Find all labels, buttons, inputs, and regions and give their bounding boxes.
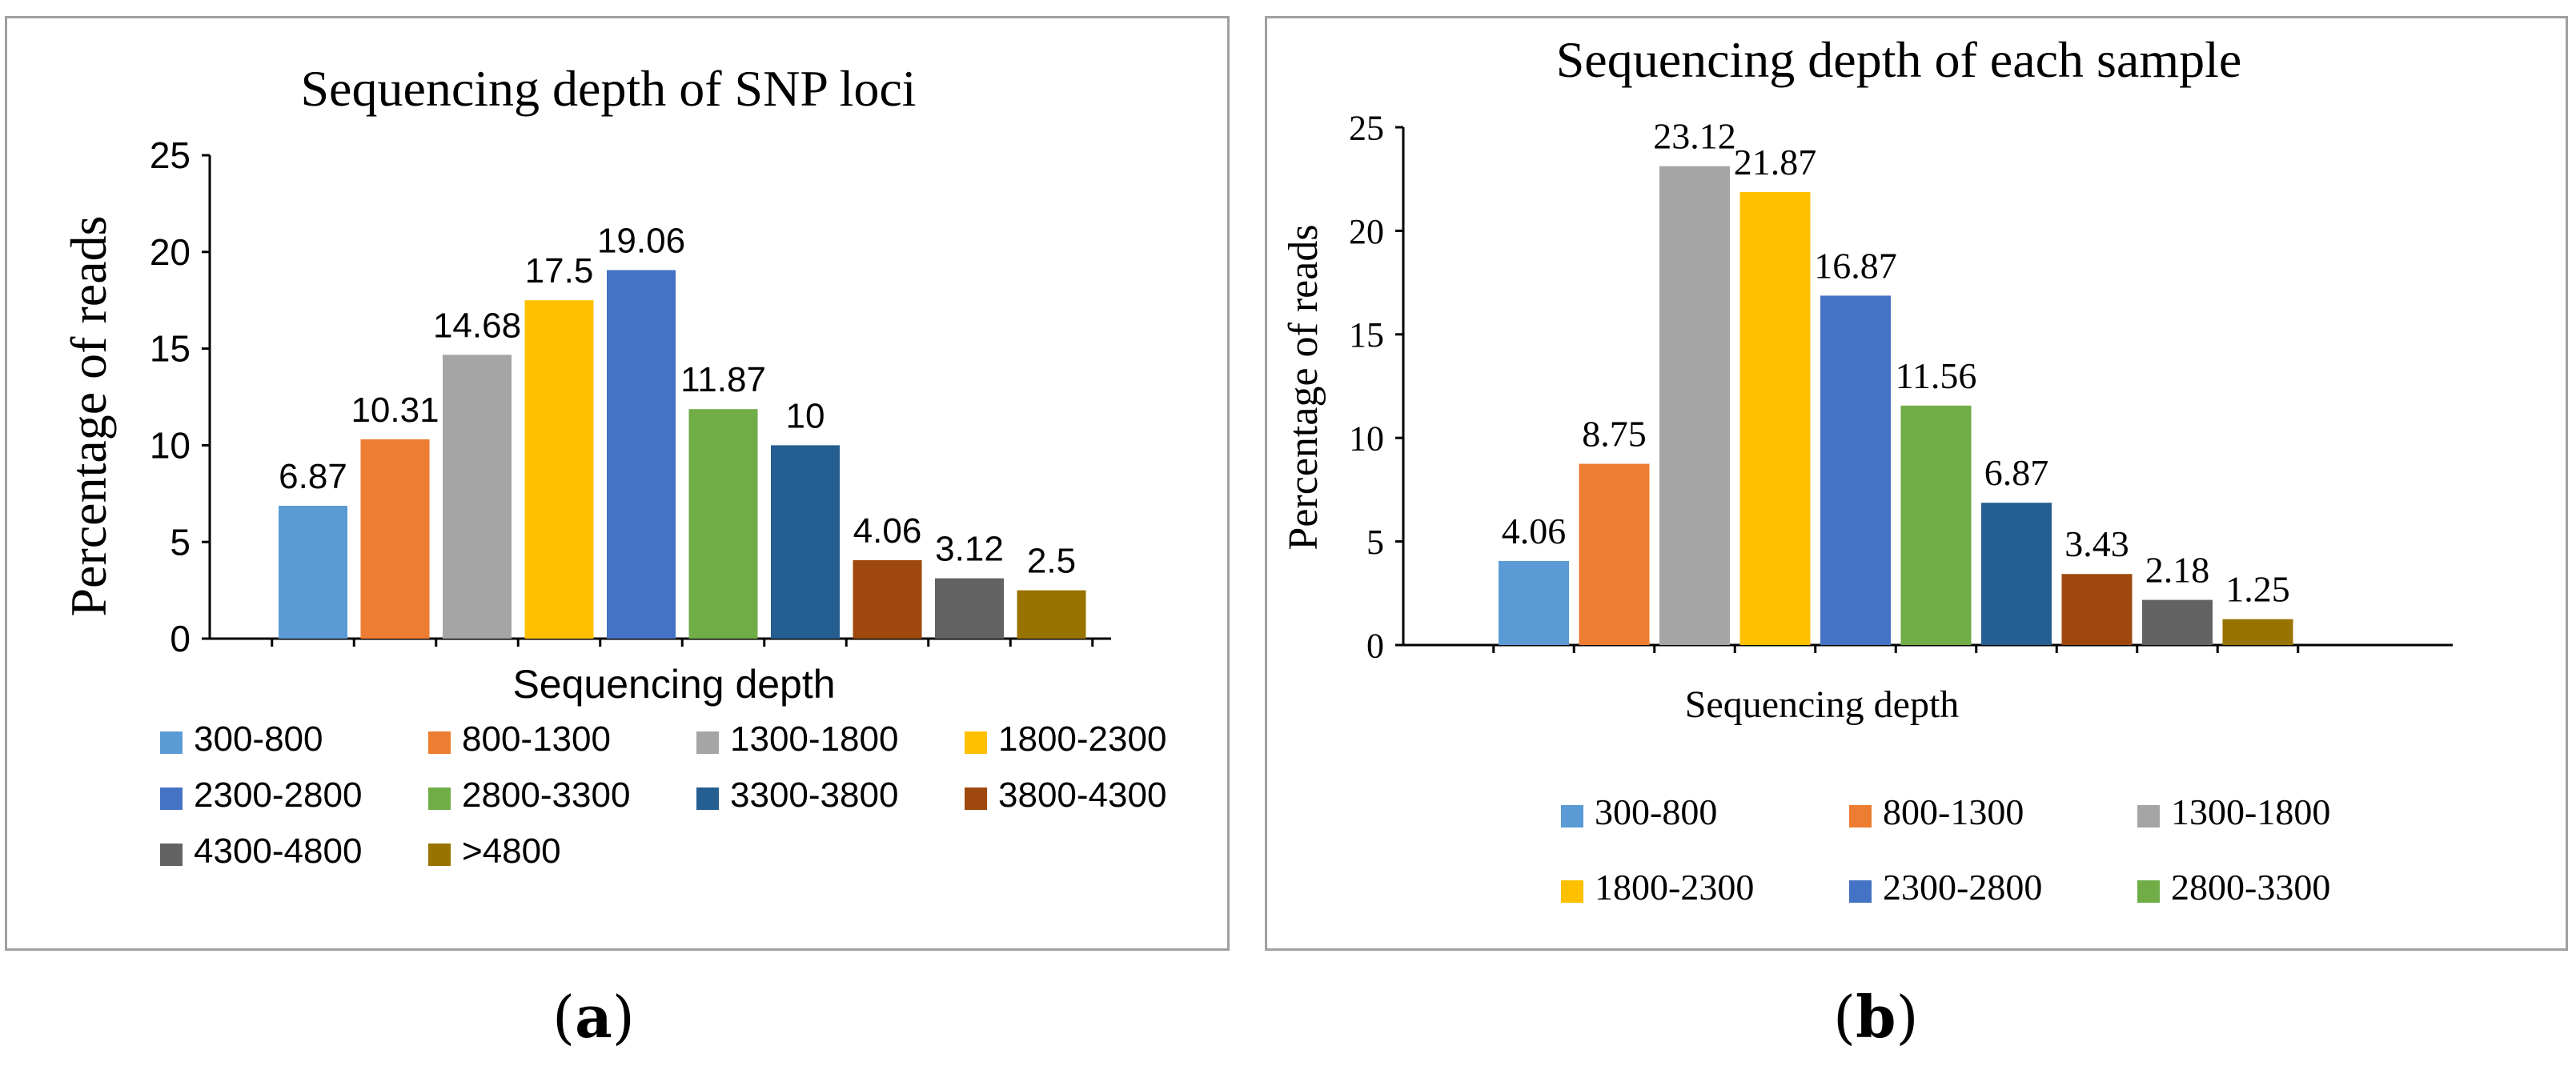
chart-b-legend-label-5: 2300-2800 (1883, 867, 2042, 908)
chart-a-y-tick-label: 0 (170, 618, 191, 659)
chart-b-legend-swatch-5 (1849, 880, 1872, 903)
chart-a-data-label-6: 11.87 (680, 360, 766, 399)
chart-a-data-label-10: 2.5 (1027, 542, 1076, 581)
chart-a-bar-7 (771, 445, 840, 639)
chart-a-legend-swatch-2 (428, 731, 451, 754)
chart-b-data-label-4: 21.87 (1734, 142, 1817, 182)
chart-b-data-label-2: 8.75 (1582, 414, 1647, 455)
chart-b-data-label-1: 4.06 (1502, 511, 1567, 551)
chart-b-data-label-6: 11.56 (1896, 355, 1977, 396)
chart-a-y-tick-label: 5 (170, 521, 191, 563)
chart-b-y-tick-label: 5 (1366, 523, 1384, 562)
chart-a-bar-5 (607, 270, 676, 639)
chart-b-data-label-3: 23.12 (1653, 116, 1736, 157)
chart-b-legend-swatch-6 (2137, 880, 2160, 903)
chart-a-title: Sequencing depth of SNP loci (300, 60, 916, 117)
chart-a-x-axis-label: Sequencing depth (512, 662, 835, 707)
chart-b-y-tick-label: 20 (1349, 212, 1384, 251)
chart-a-legend-label-3: 1300-1800 (730, 719, 898, 759)
chart-a-legend-label-4: 1800-2300 (998, 719, 1166, 759)
chart-a-data-label-5: 19.06 (597, 222, 685, 261)
chart-b-bar-6 (1900, 405, 1972, 645)
chart-a-legend-swatch-7 (696, 787, 719, 810)
chart-b-data-label-5: 16.87 (1814, 245, 1897, 286)
chart-a-y-tick-label: 25 (150, 134, 191, 176)
chart-a-legend-swatch-10 (428, 844, 451, 866)
chart-b-legend-label-2: 800-1300 (1883, 791, 2024, 832)
chart-b-legend-label-3: 1300-1800 (2171, 791, 2330, 832)
chart-a-y-tick-label: 20 (150, 231, 191, 273)
chart-b-bar-10 (2222, 619, 2293, 645)
chart-b-bar-5 (1820, 295, 1891, 645)
chart-b-data-label-10: 1.25 (2225, 569, 2290, 610)
chart-b-legend-swatch-3 (2137, 805, 2160, 828)
chart-a-bar-8 (853, 559, 922, 639)
chart-a-bar-1 (279, 506, 347, 639)
chart-a-bar-3 (443, 355, 512, 639)
chart-a-data-label-2: 10.31 (351, 391, 439, 430)
chart-b-title: Sequencing depth of each sample (1556, 31, 2242, 88)
panel-label-a: (a) (552, 983, 635, 1051)
chart-b-data-label-9: 2.18 (2145, 550, 2210, 591)
chart-b-legend-swatch-2 (1849, 805, 1872, 828)
chart-b-bar-2 (1579, 463, 1650, 645)
chart-b-data-label-8: 3.43 (2064, 523, 2129, 564)
chart-a-legend-label-8: 3800-4300 (998, 775, 1166, 815)
chart-a-legend-swatch-3 (696, 731, 719, 754)
chart-a-data-label-8: 4.06 (853, 511, 922, 551)
chart-a-data-label-7: 10 (786, 396, 825, 435)
chart-a-y-tick-label: 15 (150, 328, 191, 370)
chart-a-data-label-9: 3.12 (935, 530, 1004, 569)
chart-b-y-tick-label: 0 (1366, 626, 1384, 665)
chart-a-legend-swatch-5 (160, 787, 183, 810)
chart-a-data-label-4: 17.5 (525, 251, 594, 291)
chart-b-x-axis-label: Sequencing depth (1685, 683, 1960, 726)
chart-a-bar-9 (935, 578, 1004, 639)
chart-b-bar-1 (1499, 560, 1569, 645)
chart-a-legend-swatch-4 (965, 731, 987, 754)
chart-a-y-tick-label: 10 (150, 425, 191, 467)
chart-b-data-label-7: 6.87 (1984, 452, 2049, 493)
chart-a-legend-label-10: >4800 (462, 832, 561, 871)
chart-b-bar-9 (2142, 599, 2213, 645)
chart-a-legend-swatch-6 (428, 787, 451, 810)
chart-b-legend-label-1: 300-800 (1595, 791, 1717, 832)
chart-a-bar-2 (360, 439, 430, 639)
chart-b-y-tick-label: 10 (1349, 419, 1384, 459)
chart-b-y-tick-label: 15 (1349, 315, 1384, 355)
chart-a-y-axis-label: Percentage of reads (60, 215, 117, 616)
chart-b-legend-swatch-4 (1561, 880, 1583, 903)
chart-b-bar-8 (2061, 574, 2133, 645)
chart-a-data-label-1: 6.87 (279, 457, 347, 496)
chart-b-legend-label-6: 2800-3300 (2171, 867, 2330, 908)
chart-a-legend-label-2: 800-1300 (462, 719, 611, 759)
chart-a-legend-label-9: 4300-4800 (194, 832, 362, 871)
chart-a-data-label-3: 14.68 (433, 306, 521, 345)
chart-b-legend-label-4: 1800-2300 (1595, 867, 1754, 908)
chart-b-legend-swatch-1 (1561, 805, 1583, 828)
chart-a-legend-swatch-9 (160, 844, 183, 866)
chart-b-y-tick-label: 25 (1349, 108, 1384, 147)
chart-a-bar-10 (1017, 590, 1086, 639)
chart-b-bar-3 (1659, 166, 1730, 645)
chart-a-legend-label-5: 2300-2800 (194, 775, 362, 815)
chart-a-legend-swatch-8 (965, 787, 987, 810)
chart-a-legend-swatch-1 (160, 731, 183, 754)
chart-a-legend-label-1: 300-800 (194, 719, 323, 759)
chart-a-legend-label-6: 2800-3300 (462, 775, 630, 815)
chart-a-bar-6 (688, 409, 758, 639)
panel-label-b: (b) (1833, 983, 1919, 1051)
chart-a-bar-4 (524, 300, 594, 639)
chart-a-legend-label-7: 3300-3800 (730, 775, 898, 815)
chart-b-bar-7 (1981, 503, 2052, 645)
chart-b-bar-4 (1739, 192, 1811, 645)
chart-b-y-axis-label: Percentage of reads (1281, 224, 1326, 550)
